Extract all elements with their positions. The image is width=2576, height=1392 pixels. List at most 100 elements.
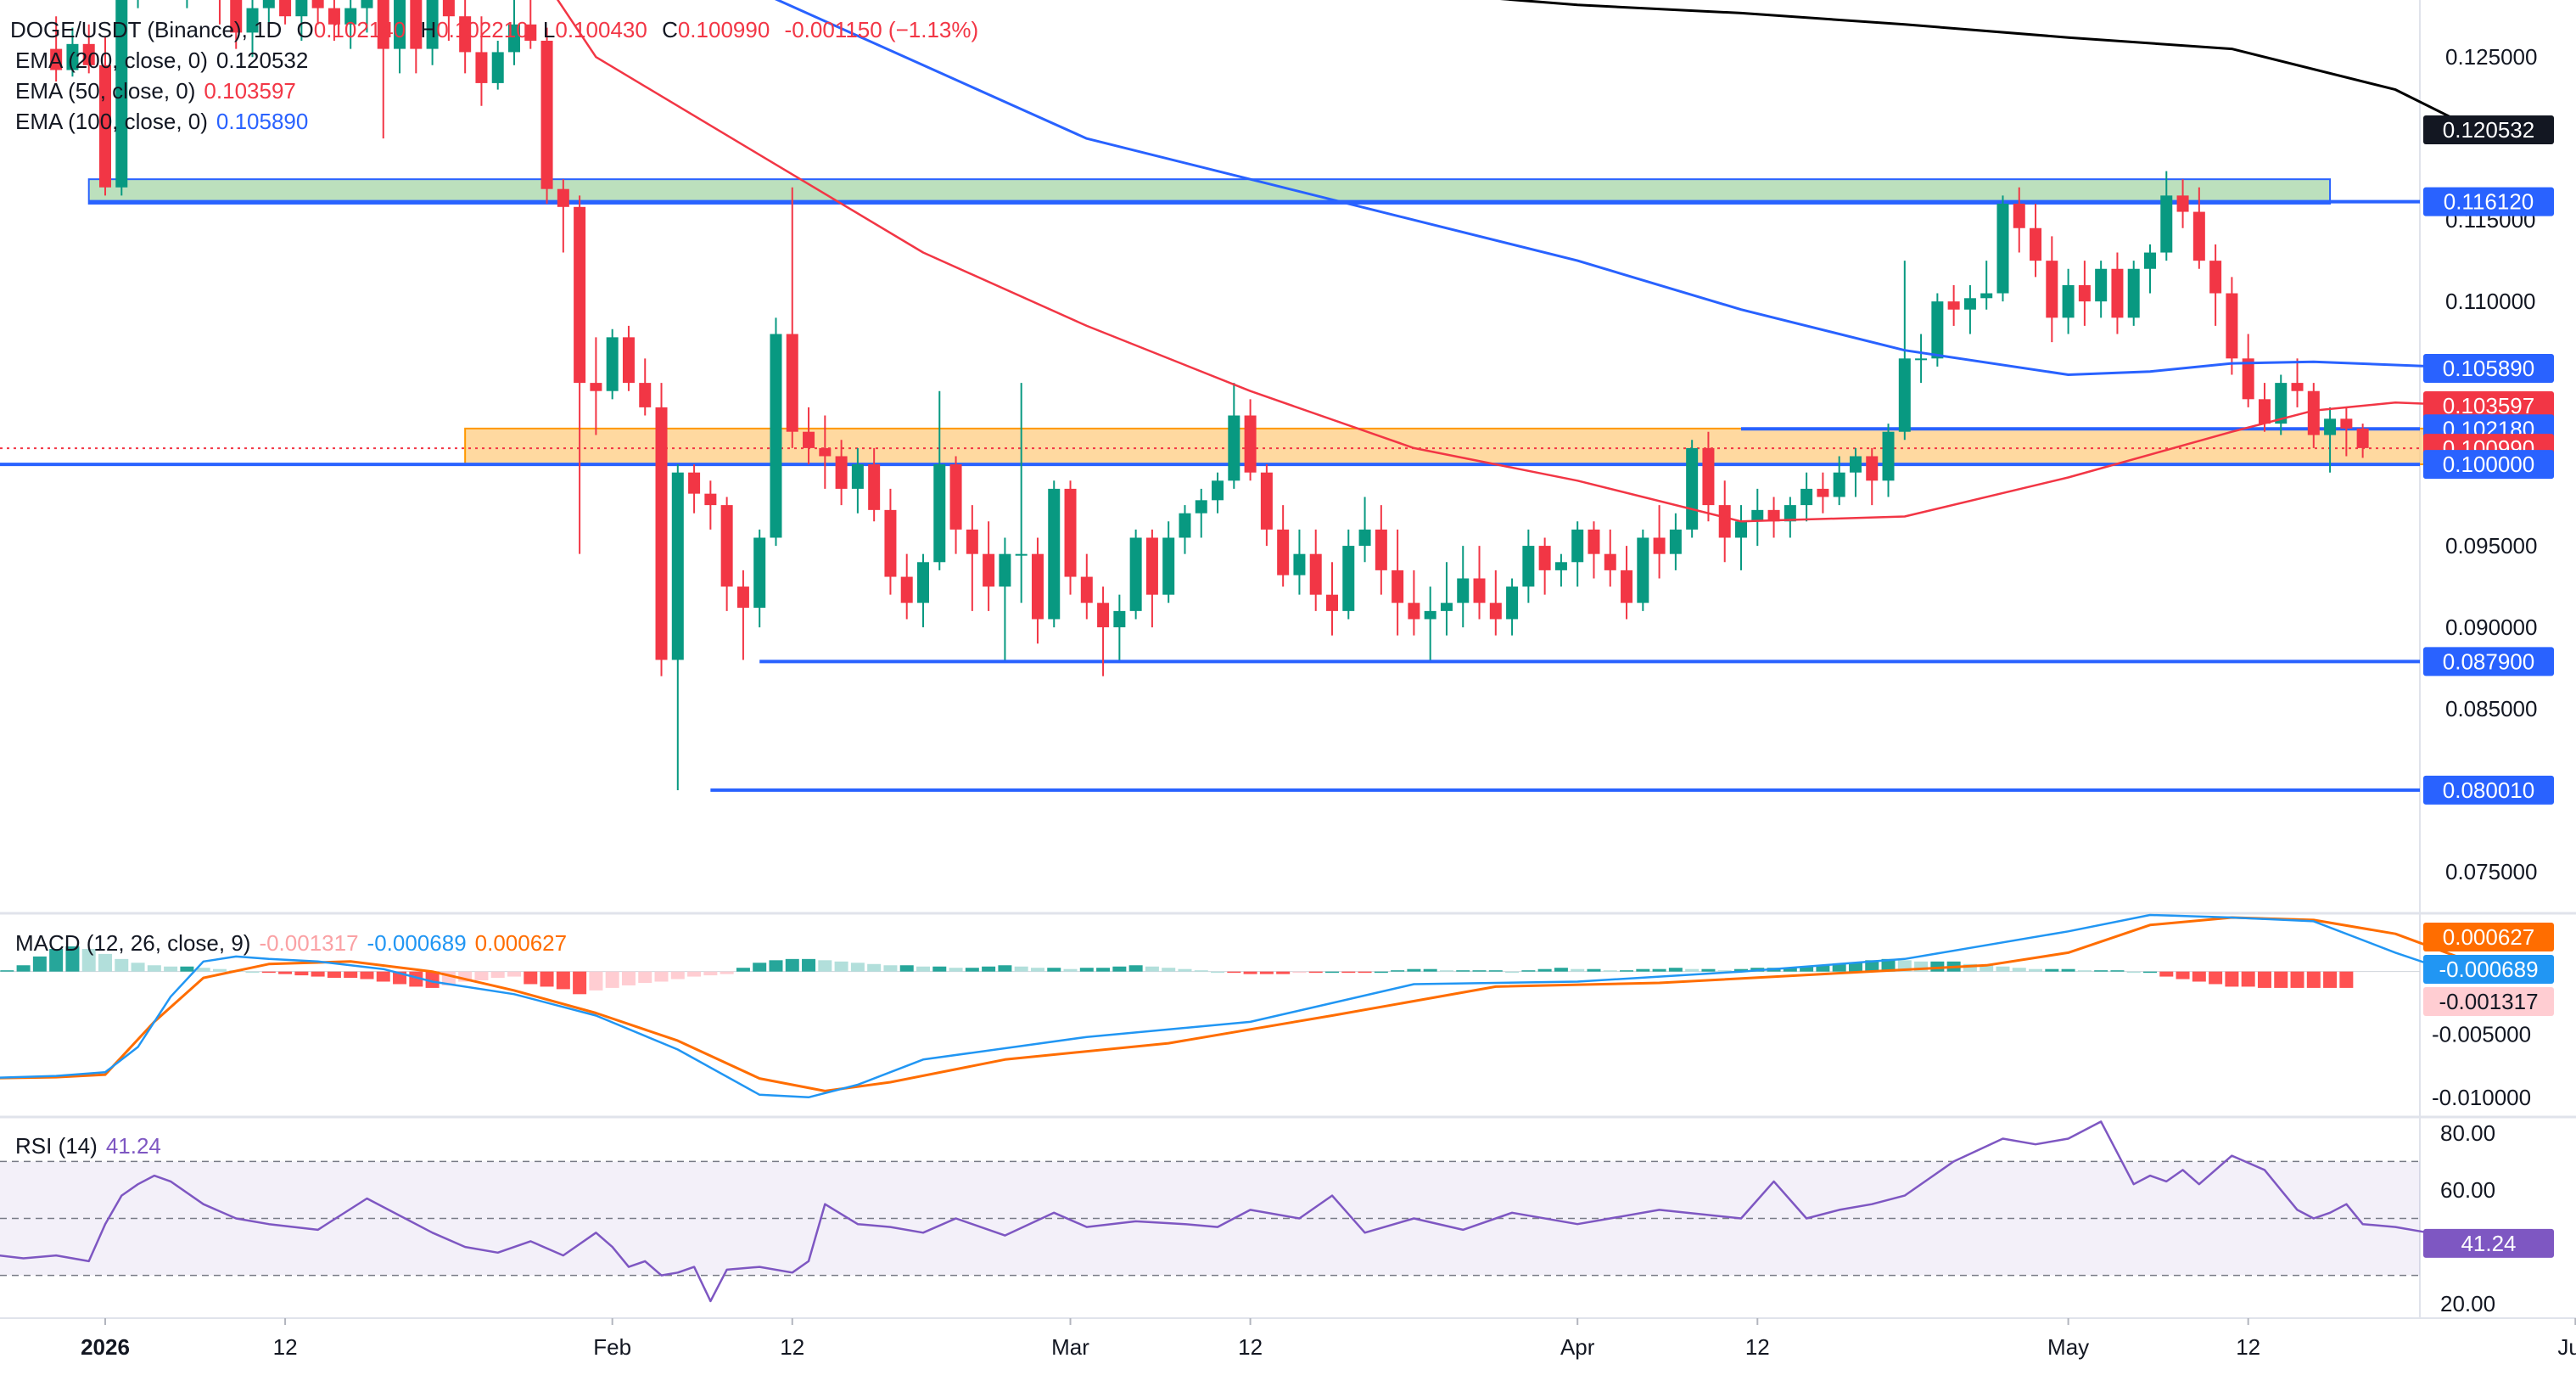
price-tick-label: 0.095000 (2445, 533, 2537, 558)
macd-label (2423, 923, 2554, 951)
candle (1129, 537, 1142, 611)
candle (2160, 195, 2173, 253)
candle (82, 43, 95, 65)
macd-hist-label (2423, 987, 2554, 1016)
macd-histogram-bar (621, 971, 636, 985)
candle (720, 505, 733, 587)
candle (1457, 578, 1470, 603)
macd-histogram-bar (2159, 971, 2174, 977)
macd-histogram-bar (769, 960, 783, 972)
candle (1522, 546, 1535, 587)
candle (671, 472, 684, 660)
macd-histogram-bar (540, 971, 554, 987)
candle (1817, 488, 1829, 497)
candle (2340, 418, 2353, 429)
candle (949, 464, 962, 530)
candle (753, 537, 766, 609)
high-value: 0.102210 (436, 17, 529, 42)
macd-histogram-bar (1865, 960, 1879, 972)
macd-line-value: -0.000689 (367, 930, 467, 956)
price-label (2423, 775, 2554, 805)
macd-histogram-bar (1439, 970, 1453, 972)
candle (1506, 587, 1519, 620)
candle (2144, 252, 2156, 269)
rsi-legend[interactable]: RSI (14) 41.24 (15, 1133, 170, 1159)
ema200-legend[interactable]: EMA (200, close, 0) 0.120532 (15, 48, 316, 73)
macd-histogram-bar (1571, 968, 1585, 972)
candle (2209, 261, 2222, 294)
candle (1898, 358, 1911, 432)
candle (1064, 488, 1077, 577)
open-label: O (296, 17, 314, 42)
macd-histogram-bar (1652, 968, 1666, 972)
macd-histogram-bar (2094, 970, 2108, 972)
macd-histogram-bar (1456, 970, 1470, 972)
candle (279, 0, 292, 17)
candle (426, 0, 439, 49)
macd-histogram-bar (556, 971, 570, 990)
candle (1097, 603, 1110, 628)
candle (655, 407, 668, 660)
candle (1554, 562, 1567, 570)
macd-legend[interactable]: MACD (12, 26, close, 9) -0.001317 -0.00068… (15, 930, 575, 956)
candle (1931, 301, 1944, 359)
candle (491, 52, 504, 83)
ema50-legend[interactable]: EMA (50, close, 0) 0.103597 (15, 78, 305, 104)
macd-histogram-bar (1391, 970, 1405, 972)
macd-histogram-bar (1063, 968, 1078, 972)
candle (50, 48, 63, 70)
macd-histogram-bar (360, 971, 374, 979)
macd-histogram-bar (1423, 968, 1437, 972)
macd-histogram-bar (1488, 970, 1503, 972)
macd-histogram-bar (458, 971, 473, 982)
candle (1669, 529, 1682, 554)
macd-histogram-bar (720, 971, 734, 974)
candle (1604, 553, 1616, 570)
ema50-line (556, 0, 2478, 523)
ema100-legend[interactable]: EMA (100, close, 0) 0.105890 (15, 109, 316, 134)
candle (1538, 546, 1551, 570)
macd-histogram-bar (2012, 968, 2026, 972)
macd-histogram-bar (850, 963, 865, 972)
macd-histogram-bar (2077, 970, 2092, 972)
candle (1996, 203, 2009, 294)
macd-label-text: 0.000627 (2443, 924, 2534, 950)
candle (819, 447, 832, 457)
ema100-label: EMA (100, close, 0) (15, 109, 208, 134)
candle (1048, 488, 1061, 620)
candle (704, 493, 717, 506)
time-tick-label: 12 (273, 1334, 298, 1360)
macd-histogram-bar (16, 965, 31, 972)
candle (2046, 261, 2058, 318)
candle (1080, 576, 1093, 603)
macd-histogram-bar (196, 968, 210, 972)
candle (459, 16, 472, 53)
candle (999, 553, 1011, 587)
candle (99, 65, 111, 188)
candle (1309, 553, 1322, 595)
macd-line (0, 913, 2478, 1099)
candle (311, 0, 324, 8)
price-label (2423, 450, 2554, 480)
macd-histogram-bar (81, 948, 96, 972)
time-tick-label: 12 (780, 1334, 804, 1360)
macd-histogram-bar (294, 971, 309, 976)
candle (2275, 383, 2288, 424)
macd-histogram-bar (1554, 968, 1568, 972)
macd-histogram-bar (344, 971, 358, 979)
macd-histogram-bar (1014, 966, 1028, 972)
candle (540, 40, 553, 189)
macd-histogram-bar (899, 965, 914, 972)
candle (394, 0, 406, 49)
macd-histogram-bar (1734, 968, 1748, 972)
candle (410, 0, 423, 49)
candle (1718, 505, 1731, 538)
price-label-text: 0.100000 (2443, 452, 2534, 477)
price-label (2423, 187, 2554, 216)
candle (2307, 390, 2320, 435)
candle (475, 52, 488, 83)
macd-histogram-bar (1047, 968, 1061, 972)
candle (1195, 500, 1207, 514)
macd-hist-label-text: -0.001317 (2439, 989, 2538, 1014)
